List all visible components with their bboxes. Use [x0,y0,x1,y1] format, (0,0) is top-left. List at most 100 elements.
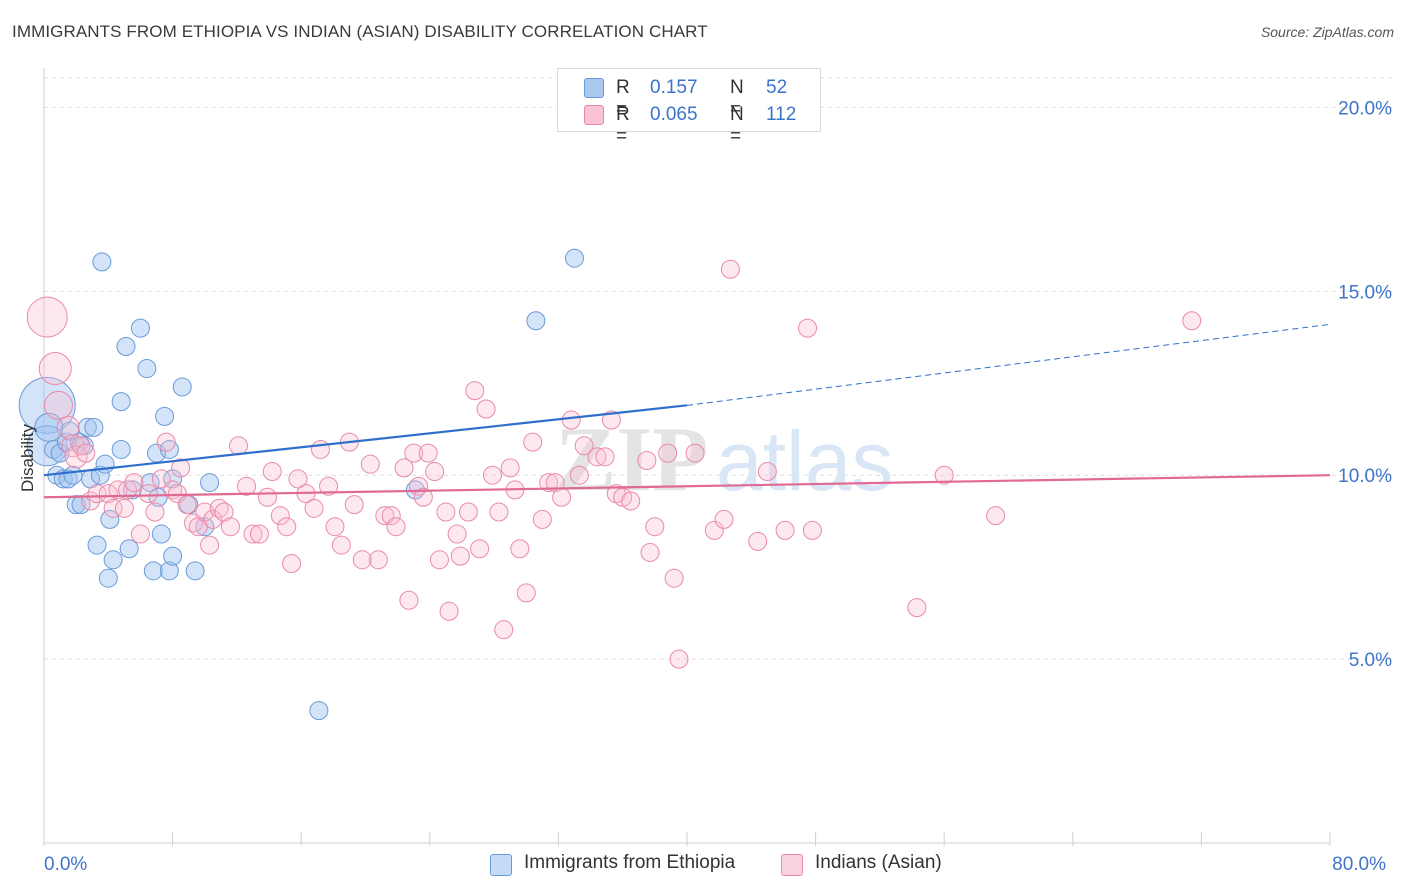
ethiopia-trend-line [43,404,688,477]
chart-title: IMMIGRANTS FROM ETHIOPIA VS INDIAN (ASIA… [12,22,708,41]
indian-point [757,462,777,482]
indian-point [523,432,543,452]
r-value: 0.157 [650,77,698,98]
indian-point [482,465,502,485]
indian-point [532,509,552,529]
indian-point [360,454,380,474]
axis-layer [43,68,1331,846]
n-value: 52 [766,77,788,98]
indian-point [775,520,795,540]
r-label: R = [616,104,630,147]
indian-point [621,491,641,511]
indian-point [243,524,263,544]
indian-point [587,447,607,467]
indian-point [404,443,424,463]
ethiopia-point [526,311,546,331]
indian-point [237,476,257,496]
indian-point [76,443,96,463]
legend-swatch-ethiopia [490,854,512,876]
indian-point [156,432,176,452]
indian-point [436,502,456,522]
ethiopia-point [90,465,110,485]
ethiopia-point [122,480,142,500]
indian-point [450,546,470,566]
indian-swatch [584,105,604,125]
indian-point [331,535,351,555]
indian-point [138,484,158,504]
indian-point [344,495,364,515]
indian-point [325,517,345,537]
indian-point [907,598,927,618]
indian-point [98,484,118,504]
y-tick-label: 20.0% [1338,98,1392,119]
ethiopia-point [50,443,70,463]
indian-point [418,443,438,463]
r-label: R = [616,77,630,120]
indian-points [26,259,1202,669]
n-value: 112 [766,104,797,125]
ethiopia-point [87,535,107,555]
indian-point [425,462,445,482]
indian-point [494,620,514,640]
ethiopia-point [111,439,131,459]
ethiopia-point [77,417,97,437]
ethiopia-point [163,546,183,566]
indian-point [282,553,302,573]
indian-point [720,259,740,279]
indian-point [429,550,449,570]
y-axis-title: Disability [18,423,37,492]
indian-point [203,509,223,529]
indian-point [130,524,150,544]
indian-point [704,520,724,540]
watermark-layer: ZIP atlas [555,408,893,510]
legend-label: Indians (Asian) [815,852,942,873]
indian-point [114,498,134,518]
indian-point [1182,311,1202,331]
indian-point [465,381,485,401]
ethiopia-point [185,561,205,581]
n-label: N = [730,104,744,147]
ethiopia-point [84,417,104,437]
indian-point [539,473,559,493]
indian-point [167,484,187,504]
indian-point [64,445,88,469]
ethiopia-point [119,539,139,559]
indian-point [685,443,705,463]
axis-labels: 5.0% 10.0% 15.0% 20.0% 0.0% 80.0% Disability [18,98,1392,875]
indian-point [399,590,419,610]
indian-point [664,568,684,588]
indian-point [394,458,414,478]
indian-point [447,524,467,544]
legend: Immigrants from Ethiopia Indians (Asian) [0,852,1406,878]
y-tick-label: 10.0% [1338,466,1392,487]
indian-point [637,451,657,470]
indian-point [386,517,406,537]
ethiopia-point [200,473,220,493]
source-label: Source: ZipAtlas.com [1260,24,1394,40]
ethiopia-point [100,509,120,529]
indian-point [595,447,615,467]
indian-point [277,517,297,537]
indian-point [145,502,165,522]
indian-point [195,502,215,522]
indian-point [124,473,144,493]
ethiopia-point [137,359,157,379]
grid-layer [44,77,1392,660]
indian-point [516,583,536,603]
indian-point [249,524,269,544]
indian-point [118,480,138,500]
ethiopia-point [111,392,131,412]
ethiopia-point [151,524,171,544]
ethiopia-point [116,336,136,356]
indian-point [798,318,818,338]
indian-point [934,465,954,485]
y-tick-label: 5.0% [1349,650,1392,671]
ethiopia-swatch [584,78,604,98]
indian-point [257,487,277,507]
indian-point [229,436,249,456]
indian-point [714,509,734,529]
ethiopia-point [309,701,329,721]
ethiopia-point [155,406,175,426]
indian-point [56,415,80,439]
